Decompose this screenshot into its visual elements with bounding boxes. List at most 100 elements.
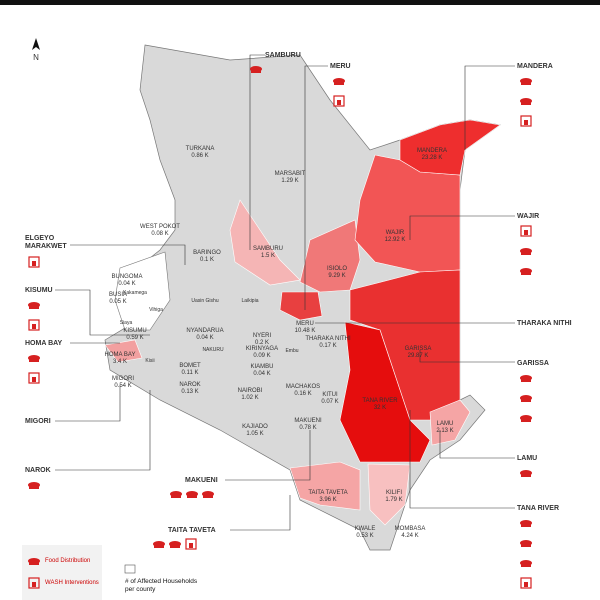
legend-title: # of Affected Households per county — [125, 578, 198, 593]
county-value: 0.05 K — [109, 299, 126, 305]
callout-label: ELGEYO MARAKWET — [25, 235, 67, 250]
callout-line — [230, 495, 291, 531]
county-fill — [399, 119, 501, 176]
county-value: 0.16 K — [294, 391, 311, 397]
county-name: HOMA BAY — [105, 352, 136, 358]
county-fill — [114, 251, 171, 331]
county-value: 0.13 K — [181, 389, 198, 395]
food-icon — [521, 474, 531, 477]
food-icon — [29, 486, 39, 489]
food-icon — [521, 524, 531, 527]
callout-label: KISUMU — [25, 287, 53, 294]
county-name: GARISSA — [405, 346, 432, 352]
callout-label: WAJIR — [517, 213, 540, 220]
callout-label: TAITA TAVETA — [168, 527, 216, 534]
food-icon — [521, 272, 531, 275]
food-icon — [521, 379, 531, 382]
county-value: 0.78 K — [299, 425, 316, 431]
county-name: TAITA TAVETA — [308, 490, 347, 496]
food-icon — [170, 545, 180, 548]
county-value: 23.28 K — [422, 155, 443, 161]
callout-line — [70, 244, 186, 265]
county-name: Embu — [285, 348, 298, 354]
wash-icon — [337, 100, 341, 105]
callout-label: SAMBURU — [265, 52, 301, 59]
county-name: BUSIA — [109, 292, 127, 298]
county-value: 0.2 K — [255, 340, 269, 346]
callout-label: MAKUENI — [185, 477, 218, 484]
food-icon — [251, 70, 261, 73]
county-name: KIAMBU — [250, 364, 273, 370]
county-value: 9.29 K — [328, 273, 345, 279]
callout-label: THARAKA NITHI — [517, 320, 572, 327]
county-name: ISIOLO — [327, 266, 347, 272]
county-name: Kakamega — [123, 290, 147, 296]
wash-icon — [520, 115, 532, 127]
callout-label: MERU — [330, 63, 351, 70]
county-name: KILIFI — [386, 490, 402, 496]
county-name: BUNGOMA — [111, 274, 142, 280]
callout-line — [249, 54, 265, 250]
county-name: KITUI — [322, 392, 338, 398]
wash-icon — [333, 95, 345, 107]
county-fill — [339, 321, 431, 463]
county-name: Laikipia — [242, 298, 259, 304]
wash-icon — [185, 538, 197, 550]
county-value: 1.5 K — [261, 253, 275, 259]
food-icon — [187, 495, 197, 498]
top-bar — [0, 0, 600, 5]
food-icon — [521, 82, 531, 85]
callout-line — [464, 65, 515, 150]
county-name: KAJIADO — [242, 424, 268, 430]
county-fill — [349, 269, 461, 421]
county-value: 10.48 K — [295, 328, 316, 334]
wash-icon — [32, 377, 36, 382]
county-value: 3.96 K — [319, 497, 336, 503]
north-label: N — [33, 53, 39, 62]
county-name: LAMU — [437, 421, 454, 427]
county-name: MERU — [296, 321, 314, 327]
county-value: 32 K — [374, 405, 386, 411]
legend-label: WASH Interventions — [45, 580, 99, 586]
food-icon — [29, 359, 39, 362]
county-name: KWALE — [355, 526, 376, 532]
callout-line — [419, 350, 515, 363]
county-fill — [104, 339, 143, 363]
callout-label: NAROK — [25, 467, 51, 474]
county-value: 0.11 K — [182, 370, 199, 376]
county-value: 0.86 K — [191, 153, 208, 159]
county-value: 0.04 K — [118, 281, 135, 287]
county-name: WAJIR — [386, 230, 405, 236]
county-name: MOMBASA — [395, 526, 426, 532]
county-name: MACHAKOS — [286, 384, 320, 390]
county-fill — [279, 291, 323, 321]
county-name: KIRINYAGA — [246, 346, 278, 352]
county-fill — [289, 461, 361, 511]
county-name: Vihiga — [149, 307, 163, 313]
food-icon — [29, 562, 39, 565]
county-value: 2.13 K — [436, 428, 453, 434]
county-name: MARSABIT — [275, 171, 306, 177]
county-value: 1.29 K — [281, 178, 298, 184]
county-name: TANA RIVER — [362, 398, 398, 404]
wash-icon — [32, 582, 36, 587]
county-value: 0.59 K — [126, 335, 143, 341]
county-fill — [367, 463, 411, 526]
county-fill — [229, 199, 301, 286]
county-value: 0.04 K — [196, 335, 213, 341]
county-name: BOMET — [179, 363, 201, 369]
food-icon — [171, 495, 181, 498]
county-value: 4.24 K — [401, 533, 418, 539]
legend-swatch — [124, 564, 136, 574]
food-icon — [521, 102, 531, 105]
county-value: 1.05 K — [246, 431, 263, 437]
wash-icon — [524, 582, 528, 587]
callout-label: MIGORI — [25, 418, 51, 425]
food-icon — [521, 419, 531, 422]
county-value: 0.53 K — [356, 533, 373, 539]
wash-icon — [524, 120, 528, 125]
county-name: NYANDARUA — [186, 328, 223, 334]
county-name: NYERI — [253, 333, 272, 339]
county-value: 0.54 K — [114, 383, 131, 389]
